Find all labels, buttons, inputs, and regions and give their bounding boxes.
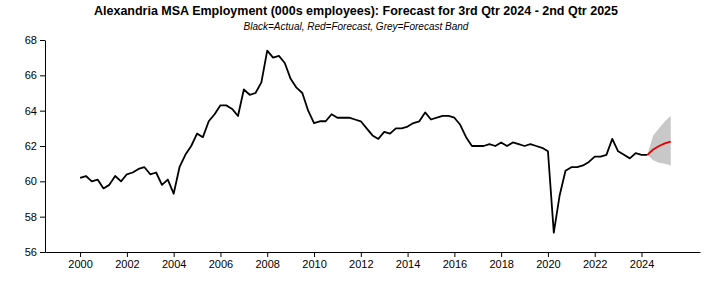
chart-svg: Alexandria MSA Employment (000s employee…: [0, 0, 712, 282]
x-axis-tick-mark: [314, 252, 315, 257]
x-axis-tick: 2018: [489, 252, 513, 270]
x-axis-tick-label: 2012: [349, 258, 373, 270]
series-line: [80, 51, 647, 233]
y-axis-tick-mark: [40, 217, 45, 218]
y-axis-tick-label: 58: [25, 211, 37, 223]
y-axis-tick-mark: [40, 40, 45, 41]
x-axis-tick: 2010: [302, 252, 326, 270]
x-axis-tick: 2012: [349, 252, 373, 270]
x-axis-tick: 2004: [162, 252, 186, 270]
y-axis-tick-label: 62: [25, 140, 37, 152]
y-axis-tick-label: 68: [25, 34, 37, 46]
x-axis-tick-mark: [454, 252, 455, 257]
y-axis-tick: 60: [25, 175, 45, 187]
x-axis-tick-label: 2008: [255, 258, 279, 270]
x-axis-tick-mark: [595, 252, 596, 257]
y-axis-tick-label: 64: [25, 105, 37, 117]
x-axis-tick-mark: [220, 252, 221, 257]
x-axis-tick-label: 2000: [68, 258, 92, 270]
x-axis-line: [46, 252, 701, 253]
x-axis-tick: 2006: [209, 252, 233, 270]
x-axis-tick: 2014: [396, 252, 420, 270]
x-axis-tick-label: 2018: [489, 258, 513, 270]
x-axis: 2000 2002 2004 2006 2008 2010 2012 2014 2016 2018…: [46, 252, 701, 270]
y-axis-tick-mark: [40, 75, 45, 76]
y-axis-tick-label: 66: [25, 69, 37, 81]
y-axis-tick: 58: [25, 211, 45, 223]
x-axis-tick-mark: [361, 252, 362, 257]
x-axis-tick-mark: [642, 252, 643, 257]
x-axis-tick: 2002: [115, 252, 139, 270]
y-axis-tick: 64: [25, 105, 45, 117]
series-line: [647, 142, 670, 155]
x-axis-tick-mark: [267, 252, 268, 257]
x-axis-tick-label: 2016: [443, 258, 467, 270]
y-axis-line: [45, 41, 46, 253]
x-axis-tick-mark: [80, 252, 81, 257]
x-axis-tick-mark: [174, 252, 175, 257]
title: Alexandria MSA Employment (000s employee…: [94, 4, 618, 18]
x-axis-tick-mark: [501, 252, 502, 257]
x-axis-tick: 2016: [443, 252, 467, 270]
x-axis-tick-label: 2002: [115, 258, 139, 270]
forecast-band: [647, 116, 670, 165]
y-axis-tick: 66: [25, 69, 45, 81]
y-axis-tick-mark: [40, 146, 45, 147]
y-axis-tick-mark: [40, 252, 45, 253]
y-axis: 56 58 60 62 64 66 68: [25, 34, 46, 258]
x-axis-tick: 2008: [255, 252, 279, 270]
y-axis-tick-mark: [40, 111, 45, 112]
x-axis-tick-label: 2024: [630, 258, 654, 270]
y-axis-tick-label: 60: [25, 175, 37, 187]
x-axis-tick-label: 2014: [396, 258, 420, 270]
x-axis-tick-mark: [548, 252, 549, 257]
x-axis-tick: 2020: [536, 252, 560, 270]
subtitle: Black=Actual, Red=Forecast, Grey=Forecas…: [244, 21, 469, 32]
x-axis-tick: 2024: [630, 252, 654, 270]
y-axis-tick: 62: [25, 140, 45, 152]
chart-container: Alexandria MSA Employment (000s employee…: [0, 0, 712, 282]
x-axis-tick-label: 2022: [583, 258, 607, 270]
y-axis-tick-label: 56: [25, 246, 37, 258]
x-axis-tick-label: 2010: [302, 258, 326, 270]
x-axis-tick-label: 2006: [209, 258, 233, 270]
y-axis-tick: 68: [25, 34, 45, 46]
x-axis-tick-label: 2020: [536, 258, 560, 270]
y-axis-tick: 56: [25, 246, 45, 258]
y-axis-tick-mark: [40, 181, 45, 182]
x-axis-tick-label: 2004: [162, 258, 186, 270]
x-axis-tick: 2022: [583, 252, 607, 270]
plot-area: [80, 51, 671, 233]
x-axis-tick: 2000: [68, 252, 92, 270]
x-axis-tick-mark: [408, 252, 409, 257]
x-axis-tick-mark: [127, 252, 128, 257]
